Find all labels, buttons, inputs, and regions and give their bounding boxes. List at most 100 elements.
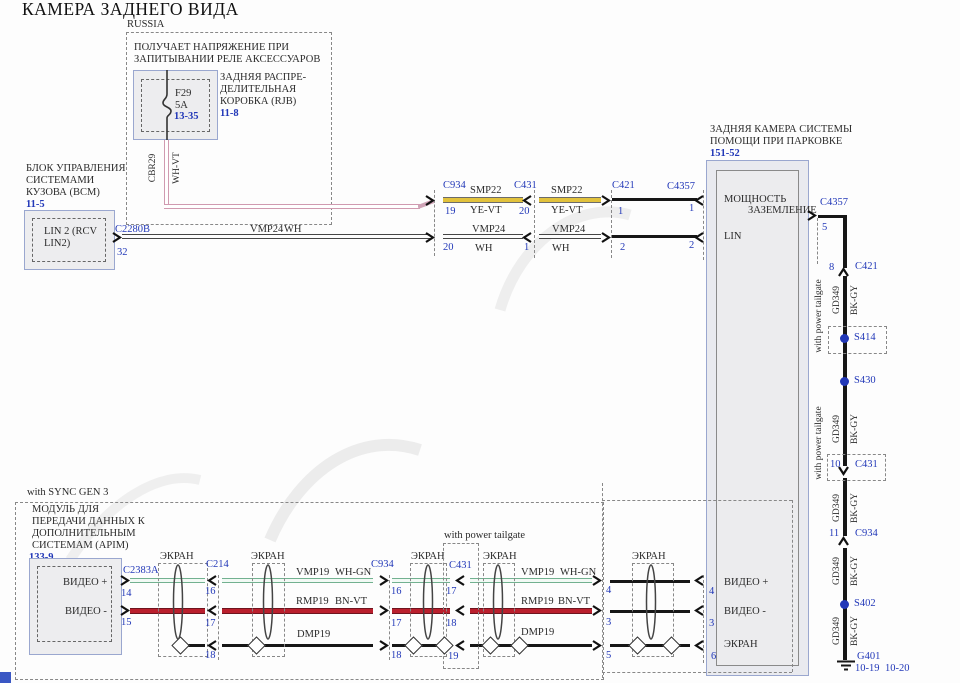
chain-c934-label: C934 — [855, 528, 878, 539]
arrow-inline-r3-icon — [592, 640, 602, 651]
connector-c4357-top-label: C4357 — [667, 181, 696, 192]
apim-name-line1: МОДУЛЬ ДЛЯ — [32, 504, 99, 515]
ground-ref-2: 10-20 — [885, 663, 910, 674]
sync-gen3-note: with SYNC GEN 3 — [27, 487, 109, 498]
shield-box-2 — [252, 563, 285, 657]
wire-cbr29-color: WH-VT — [172, 152, 182, 184]
wire-vmp24-seg2 — [539, 234, 601, 239]
shield-box-1 — [158, 563, 208, 657]
connector-c421-top-pin2: 2 — [620, 242, 626, 253]
chain-gd349-1: GD349 — [832, 286, 842, 314]
fuse-page-ref: 13-35 — [174, 111, 199, 122]
shield-label-4: ЭКРАН — [483, 551, 517, 562]
chain-bkgy-1: BK-GY — [850, 284, 860, 316]
arrow-cam-r3-icon — [694, 640, 704, 651]
wire-vmp24-label: VMP24 — [250, 224, 284, 235]
camera-pin-ground: ЗАЗЕМЛЕНИЕ — [748, 205, 817, 216]
corner-logo — [0, 672, 11, 683]
connector-c421-top-line — [611, 190, 612, 258]
fuse-note-line1: ПОЛУЧАЕТ НАПРЯЖЕНИЕ ПРИ — [134, 42, 290, 53]
fuse-note-line2: ЗАПИТЫВАНИИ РЕЛЕ АКСЕССУАРОВ — [134, 54, 321, 65]
apim-name-line4: СИСТЕМАМ (APIM) — [32, 540, 129, 551]
wire-smp22-label2: SMP22 — [551, 185, 583, 196]
wire-dmp19-label2: DMP19 — [521, 627, 555, 638]
bcm-name-line1: БЛОК УПРАВЛЕНИЯ — [26, 163, 126, 174]
wire-dmp19-seg1 — [186, 644, 205, 647]
arrow-c934t-r1-icon — [425, 195, 435, 206]
wire-vmp19-color1: WH-GN — [335, 567, 372, 578]
chain-c421-pin8: 8 — [829, 262, 835, 273]
chain-c431-pin10: 10 — [830, 459, 841, 470]
arrow-c431b-r2-icon — [455, 605, 465, 616]
arrow-c421t-r2-icon — [601, 232, 611, 243]
arrow-c421t-r1-icon — [601, 195, 611, 206]
bcm-inner-box — [32, 218, 106, 262]
arrow-chain-c421-icon — [838, 267, 849, 277]
apim-name-line2: ПЕРЕДАЧИ ДАННЫХ К — [32, 516, 145, 527]
wire-ground-b1 — [843, 216, 847, 268]
rjb-fuse-box — [133, 70, 218, 140]
wire-ground-b2 — [843, 276, 847, 466]
wire-vmp19-seg2 — [222, 578, 373, 583]
ground-g401-label: G401 — [857, 651, 881, 662]
splice-s430-label: S430 — [854, 375, 876, 386]
arrow-c934b-r2-icon — [379, 605, 389, 616]
connector-c934-bottom-pin16: 16 — [391, 586, 402, 597]
chain-s414-region — [828, 326, 887, 354]
wire-vmp19-label1: VMP19 — [296, 567, 330, 578]
shield-label-5: ЭКРАН — [632, 551, 666, 562]
connector-c431-top-label: C431 — [514, 180, 537, 191]
shield-box-3 — [410, 563, 447, 657]
arrow-chain-c934-icon — [838, 536, 849, 546]
arrow-chain-c431-icon — [838, 466, 849, 476]
camera-pin4: 4 — [709, 586, 715, 597]
rjb-name-line1: ЗАДНЯЯ РАСПРЕ- — [220, 72, 307, 83]
wire-power-black — [612, 198, 697, 201]
wire-cbr29-horizontal — [164, 204, 420, 209]
connector-c431-bottom-pin17: 17 — [446, 586, 457, 597]
arrow-c431b-r3-icon — [455, 640, 465, 651]
rjb-page-ref: 11-8 — [220, 108, 239, 119]
tailgate-region-right — [792, 500, 793, 672]
camera-pin-power: МОЩНОСТЬ — [724, 194, 787, 205]
chain-gd349-5: GD349 — [832, 617, 842, 645]
apim-page-ref: 133-9 — [29, 552, 54, 563]
wire-smp22-color1: YE-VT — [470, 205, 502, 216]
splice-s402-dot — [840, 600, 849, 609]
connector-c934-top-label: C934 — [443, 180, 466, 191]
tailgate-connector-region — [443, 543, 479, 669]
camera-pin-shield: ЭКРАН — [724, 639, 758, 650]
arrow-c2383a-r1-icon — [120, 575, 130, 586]
connector-c421-top-pin1: 1 — [618, 206, 624, 217]
fuse-id: F29 — [175, 88, 192, 99]
arrow-c431b-r1-icon — [455, 575, 465, 586]
splice-s414-label: S414 — [854, 332, 876, 343]
tailgate-region-top — [602, 500, 792, 501]
camera-page-ref: 151-52 — [710, 148, 740, 159]
camera-name-line2: ПОМОЩИ ПРИ ПАРКОВКЕ — [710, 136, 843, 147]
arrow-cam-r2-icon — [694, 605, 704, 616]
apim-inner-box — [37, 566, 112, 642]
connector-c214-pin18: 18 — [205, 650, 216, 661]
arrow-c2383a-r2-icon — [120, 605, 130, 616]
bcm-box — [24, 210, 115, 270]
connector-c2383a-label: C2383A — [123, 565, 159, 576]
shield-loop-icon-1 — [172, 564, 184, 640]
wire-video-plus-black — [610, 580, 690, 583]
connector-c4357-pin1: 1 — [689, 203, 695, 214]
wire-rmp19-seg1 — [130, 608, 205, 614]
wire-rmp19-label1: RMP19 — [296, 596, 329, 607]
wire-vmp24-label2: VMP24 — [552, 224, 586, 235]
connector-c4357-gnd-line — [817, 218, 818, 264]
apim-video-minus: ВИДЕО - — [65, 606, 107, 617]
russia-region — [126, 32, 332, 225]
camera-name-line1: ЗАДНЯЯ КАМЕРА СИСТЕМЫ — [710, 124, 853, 135]
connector-c214-pin16: 16 — [205, 586, 216, 597]
wire-dmp19-seg4 — [470, 644, 592, 647]
arrow-ground-exit-icon — [807, 210, 817, 221]
shield-box-4 — [483, 563, 515, 657]
connector-c214-line — [218, 575, 219, 660]
arrow-c431t-r2-icon — [522, 232, 532, 243]
shield-loop-icon-2 — [262, 564, 274, 640]
